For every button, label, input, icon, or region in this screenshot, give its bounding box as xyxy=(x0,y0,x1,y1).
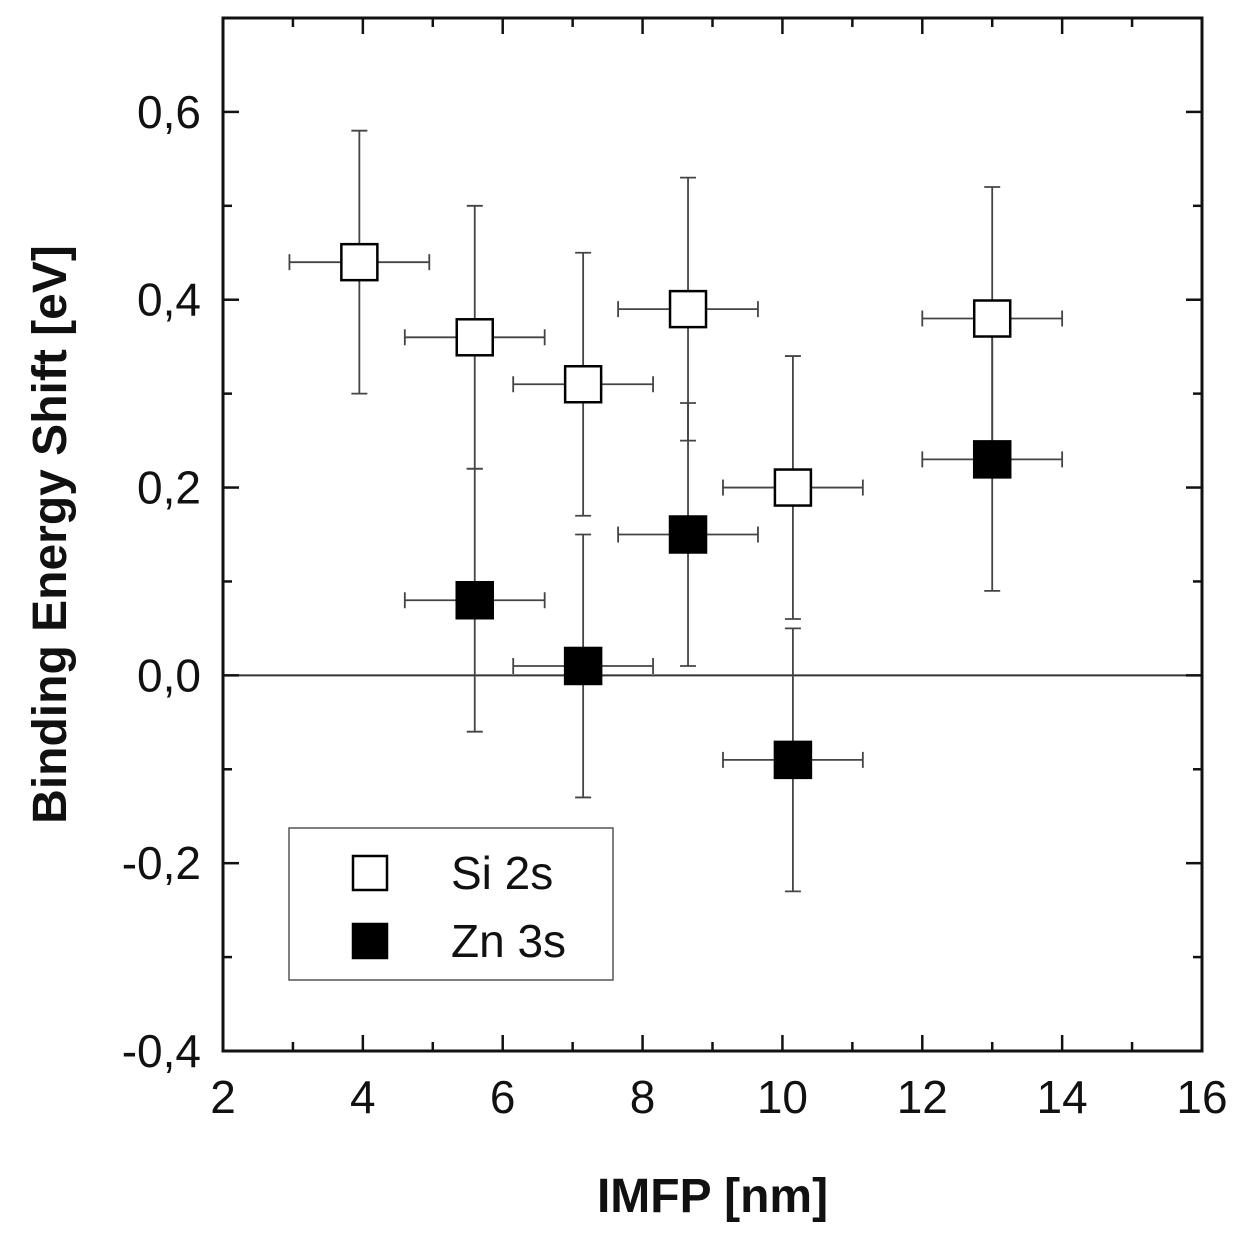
x-tick-label: 4 xyxy=(350,1071,376,1123)
legend-marker-zn-3s xyxy=(351,922,389,960)
y-tick-label: -0,4 xyxy=(122,1025,201,1077)
x-tick-label: 14 xyxy=(1037,1071,1088,1123)
plot-frame xyxy=(221,16,1204,1053)
legend-marker-si-2s xyxy=(351,854,389,892)
zn-3s-data-point xyxy=(972,440,1012,479)
x-tick-label: 8 xyxy=(630,1071,656,1123)
si-2s-data-point xyxy=(563,364,603,404)
y-tick-label: 0,2 xyxy=(137,462,201,514)
y-tick-label: 0,6 xyxy=(137,86,201,138)
y-tick-label: 0,0 xyxy=(137,649,201,701)
si-2s-data-point xyxy=(340,242,379,282)
y-tick-label: -0,2 xyxy=(122,837,201,889)
y-axis-title: Binding Energy Shift [eV] xyxy=(24,245,77,824)
x-axis-title: IMFP [nm] xyxy=(597,1170,828,1223)
x-tick-label: 16 xyxy=(1176,1071,1227,1123)
si-2s-data-point xyxy=(455,318,494,357)
y-tick-label: 0,4 xyxy=(137,274,201,326)
zn-3s-data-point xyxy=(563,646,603,686)
x-tick-label: 6 xyxy=(490,1071,516,1123)
legend-label-si-2s: Si 2s xyxy=(451,847,553,899)
zn-3s-data-point xyxy=(773,740,813,780)
legend: Si 2s Zn 3s xyxy=(288,827,614,981)
si-2s-data-point xyxy=(668,289,708,329)
x-tick-label: 12 xyxy=(897,1071,948,1123)
zn-3s-data-point xyxy=(455,580,494,620)
si-2s-data-point xyxy=(773,468,813,507)
zn-3s-data-point xyxy=(668,515,708,554)
legend-box xyxy=(288,827,614,981)
legend-label-zn-3s: Zn 3s xyxy=(451,915,566,967)
x-tick-label: 10 xyxy=(757,1071,808,1123)
si-2s-data-point xyxy=(972,299,1012,338)
x-tick-label: 2 xyxy=(210,1071,236,1123)
